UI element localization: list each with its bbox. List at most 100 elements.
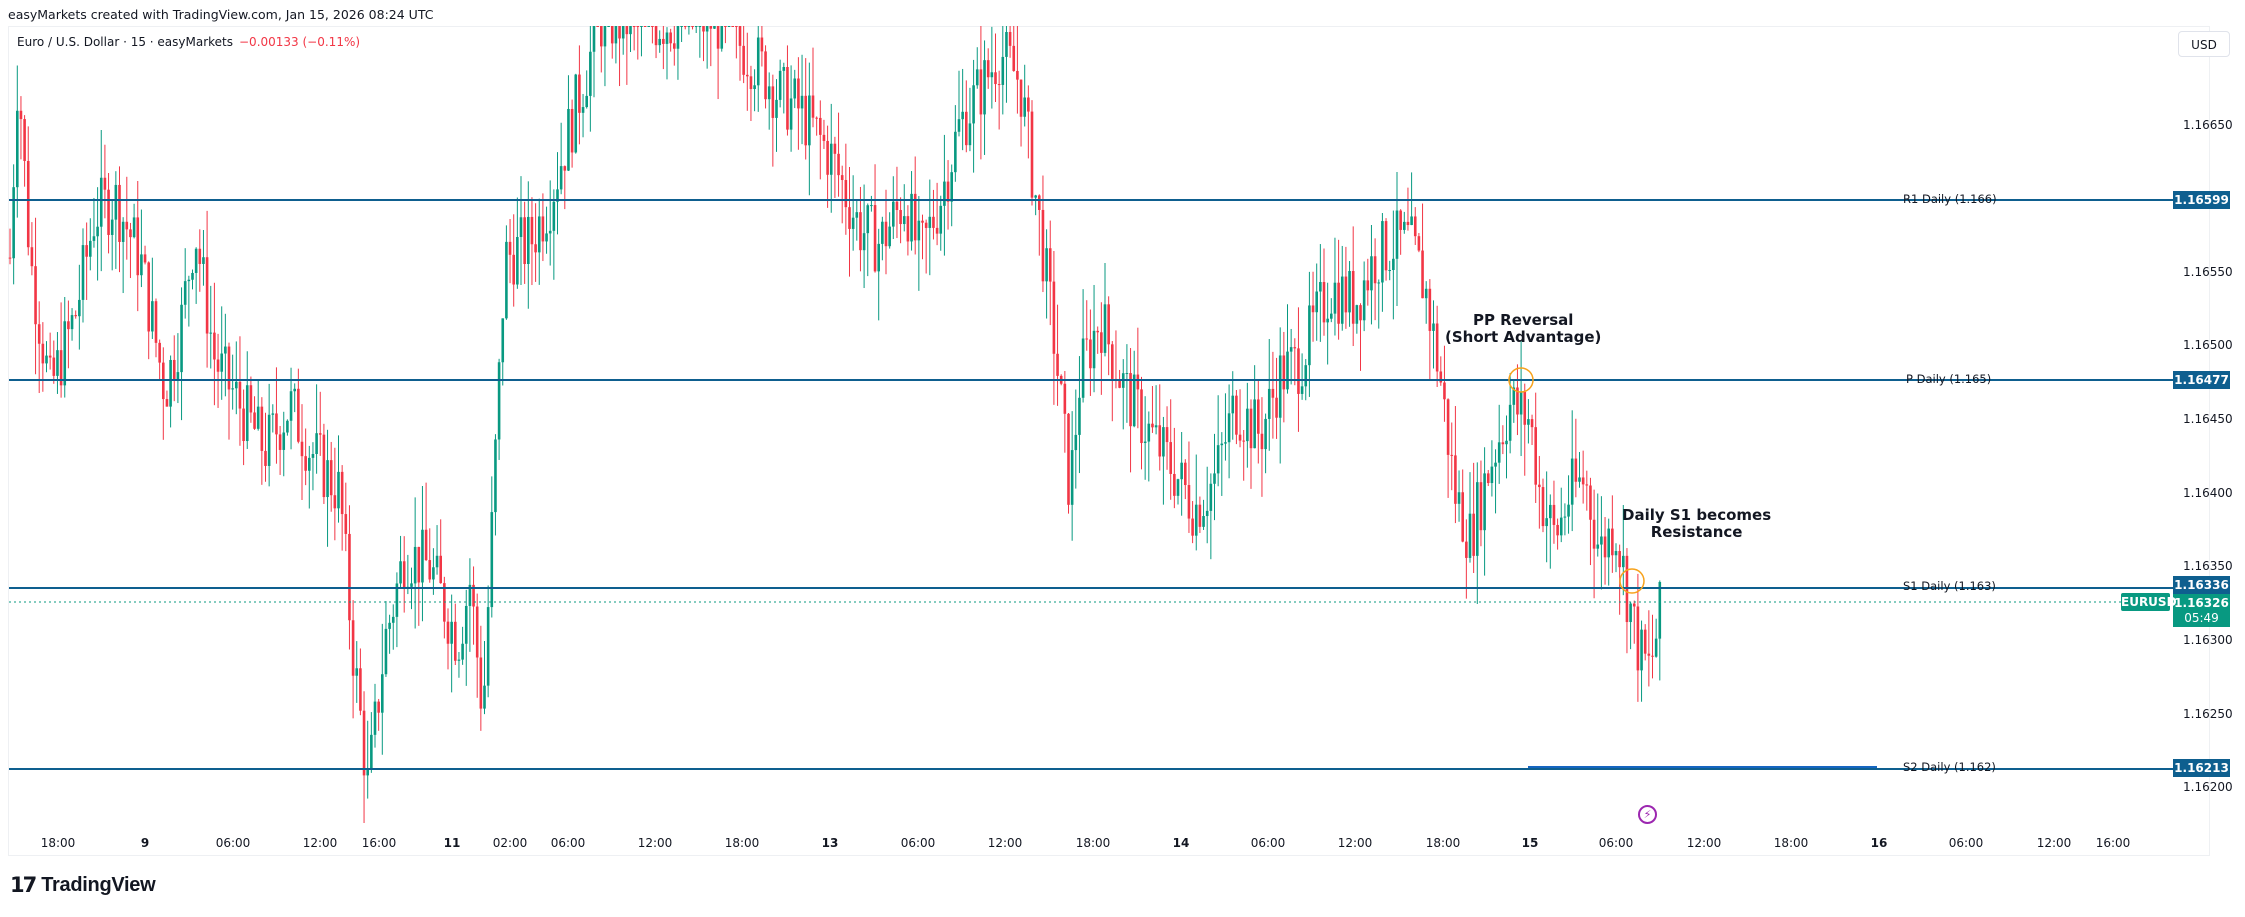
bearish-candle — [48, 355, 52, 358]
bearish-candle — [278, 434, 282, 450]
bullish-candle — [1304, 365, 1308, 387]
bullish-candle — [957, 119, 961, 132]
bullish-candle — [1289, 347, 1293, 352]
bearish-candle — [1056, 353, 1059, 376]
bearish-candle — [873, 205, 877, 272]
bullish-candle — [245, 385, 249, 442]
pp-reversal-line1: PP Reversal — [1472, 311, 1574, 329]
bullish-candle — [99, 177, 103, 227]
s1-resistance-circle — [1619, 568, 1645, 594]
bearish-candle — [125, 221, 129, 230]
bearish-candle — [359, 668, 362, 711]
bullish-candle — [1512, 387, 1516, 405]
bullish-candle — [132, 217, 136, 238]
bullish-candle — [1403, 221, 1406, 230]
bullish-candle — [917, 220, 921, 241]
bullish-candle — [114, 184, 118, 220]
bearish-candle — [1282, 355, 1286, 390]
bearish-candle — [118, 184, 121, 242]
bearish-candle — [147, 262, 150, 332]
bearish-candle — [1574, 458, 1578, 482]
bearish-candle — [844, 180, 848, 208]
bullish-candle — [939, 205, 943, 234]
bearish-candle — [731, 26, 734, 27]
bearish-candle — [318, 433, 322, 435]
r1-price-label: 1.16599 — [2173, 191, 2230, 209]
bearish-candle — [797, 78, 800, 109]
bullish-candle — [516, 237, 519, 285]
bearish-candle — [1041, 209, 1045, 282]
bearish-candle — [811, 95, 815, 118]
bullish-candle — [1410, 216, 1413, 226]
symbol-legend[interactable]: Euro / U.S. Dollar · 15 · easyMarkets −0.… — [17, 35, 360, 49]
bullish-candle — [537, 216, 541, 253]
bullish-candle — [289, 391, 293, 421]
bearish-candle — [30, 247, 34, 267]
bearish-candle — [1297, 348, 1300, 394]
bullish-candle — [110, 219, 114, 235]
bullish-candle — [373, 701, 377, 735]
bullish-candle — [881, 221, 884, 244]
bullish-candle — [603, 26, 607, 47]
bearish-candle — [746, 74, 749, 77]
bullish-candle — [395, 583, 399, 617]
bearish-candle — [19, 110, 23, 120]
bullish-candle — [1545, 518, 1548, 527]
bullish-candle — [286, 420, 289, 433]
bearish-candle — [899, 210, 902, 225]
bullish-candle — [140, 254, 143, 276]
s1-resistance-line2: Resistance — [1650, 523, 1743, 541]
bullish-candle — [1253, 399, 1256, 449]
bullish-candle — [767, 86, 771, 100]
bullish-candle — [505, 241, 508, 319]
bearish-candle — [534, 244, 537, 253]
bearish-candle — [1019, 79, 1023, 117]
bearish-candle — [691, 26, 694, 27]
bullish-candle — [1348, 271, 1351, 313]
bullish-candle — [892, 201, 895, 227]
s1-price-label: 1.16336 — [2173, 576, 2230, 594]
bearish-candle — [749, 76, 753, 90]
attribution-text: easyMarkets created with TradingView.com… — [8, 7, 434, 22]
bullish-candle — [556, 189, 559, 202]
price-tick: 1.16500 — [2183, 338, 2233, 352]
bearish-candle — [1337, 282, 1340, 324]
bullish-candle — [468, 584, 472, 606]
bullish-candle — [1231, 395, 1235, 414]
lightning-event-icon[interactable]: ⚡ — [1638, 805, 1657, 824]
time-tick: 14 — [1172, 836, 1190, 850]
bullish-candle — [629, 26, 632, 35]
bearish-candle — [859, 212, 862, 251]
currency-button[interactable]: USD — [2178, 31, 2230, 57]
bullish-candle — [384, 628, 388, 675]
time-tick: 12:00 — [302, 836, 338, 850]
bearish-candle — [1538, 484, 1541, 488]
bearish-candle — [1384, 221, 1388, 271]
bullish-candle — [990, 72, 994, 78]
bearish-candle — [1413, 216, 1417, 237]
bearish-candle — [85, 245, 88, 257]
bullish-candle — [943, 181, 946, 206]
bullish-candle — [1147, 423, 1151, 442]
bearish-candle — [238, 381, 242, 409]
bearish-candle — [26, 160, 30, 248]
bearish-candle — [172, 359, 176, 380]
bearish-candle — [1589, 485, 1592, 520]
candles-group — [8, 26, 1662, 823]
bullish-candle — [519, 217, 523, 238]
bearish-candle — [1472, 513, 1475, 556]
bullish-candle — [1001, 56, 1005, 85]
bullish-candle — [355, 668, 359, 676]
bearish-candle — [351, 620, 355, 676]
bullish-candle — [1205, 510, 1209, 517]
bearish-candle — [1435, 323, 1439, 372]
bearish-candle — [129, 229, 132, 238]
bearish-candle — [610, 26, 614, 44]
bearish-candle — [344, 514, 348, 534]
bearish-candle — [1012, 45, 1016, 71]
bearish-candle — [446, 621, 450, 644]
bearish-candle — [1008, 31, 1012, 46]
bearish-candle — [1428, 288, 1432, 331]
bullish-candle — [176, 372, 180, 380]
